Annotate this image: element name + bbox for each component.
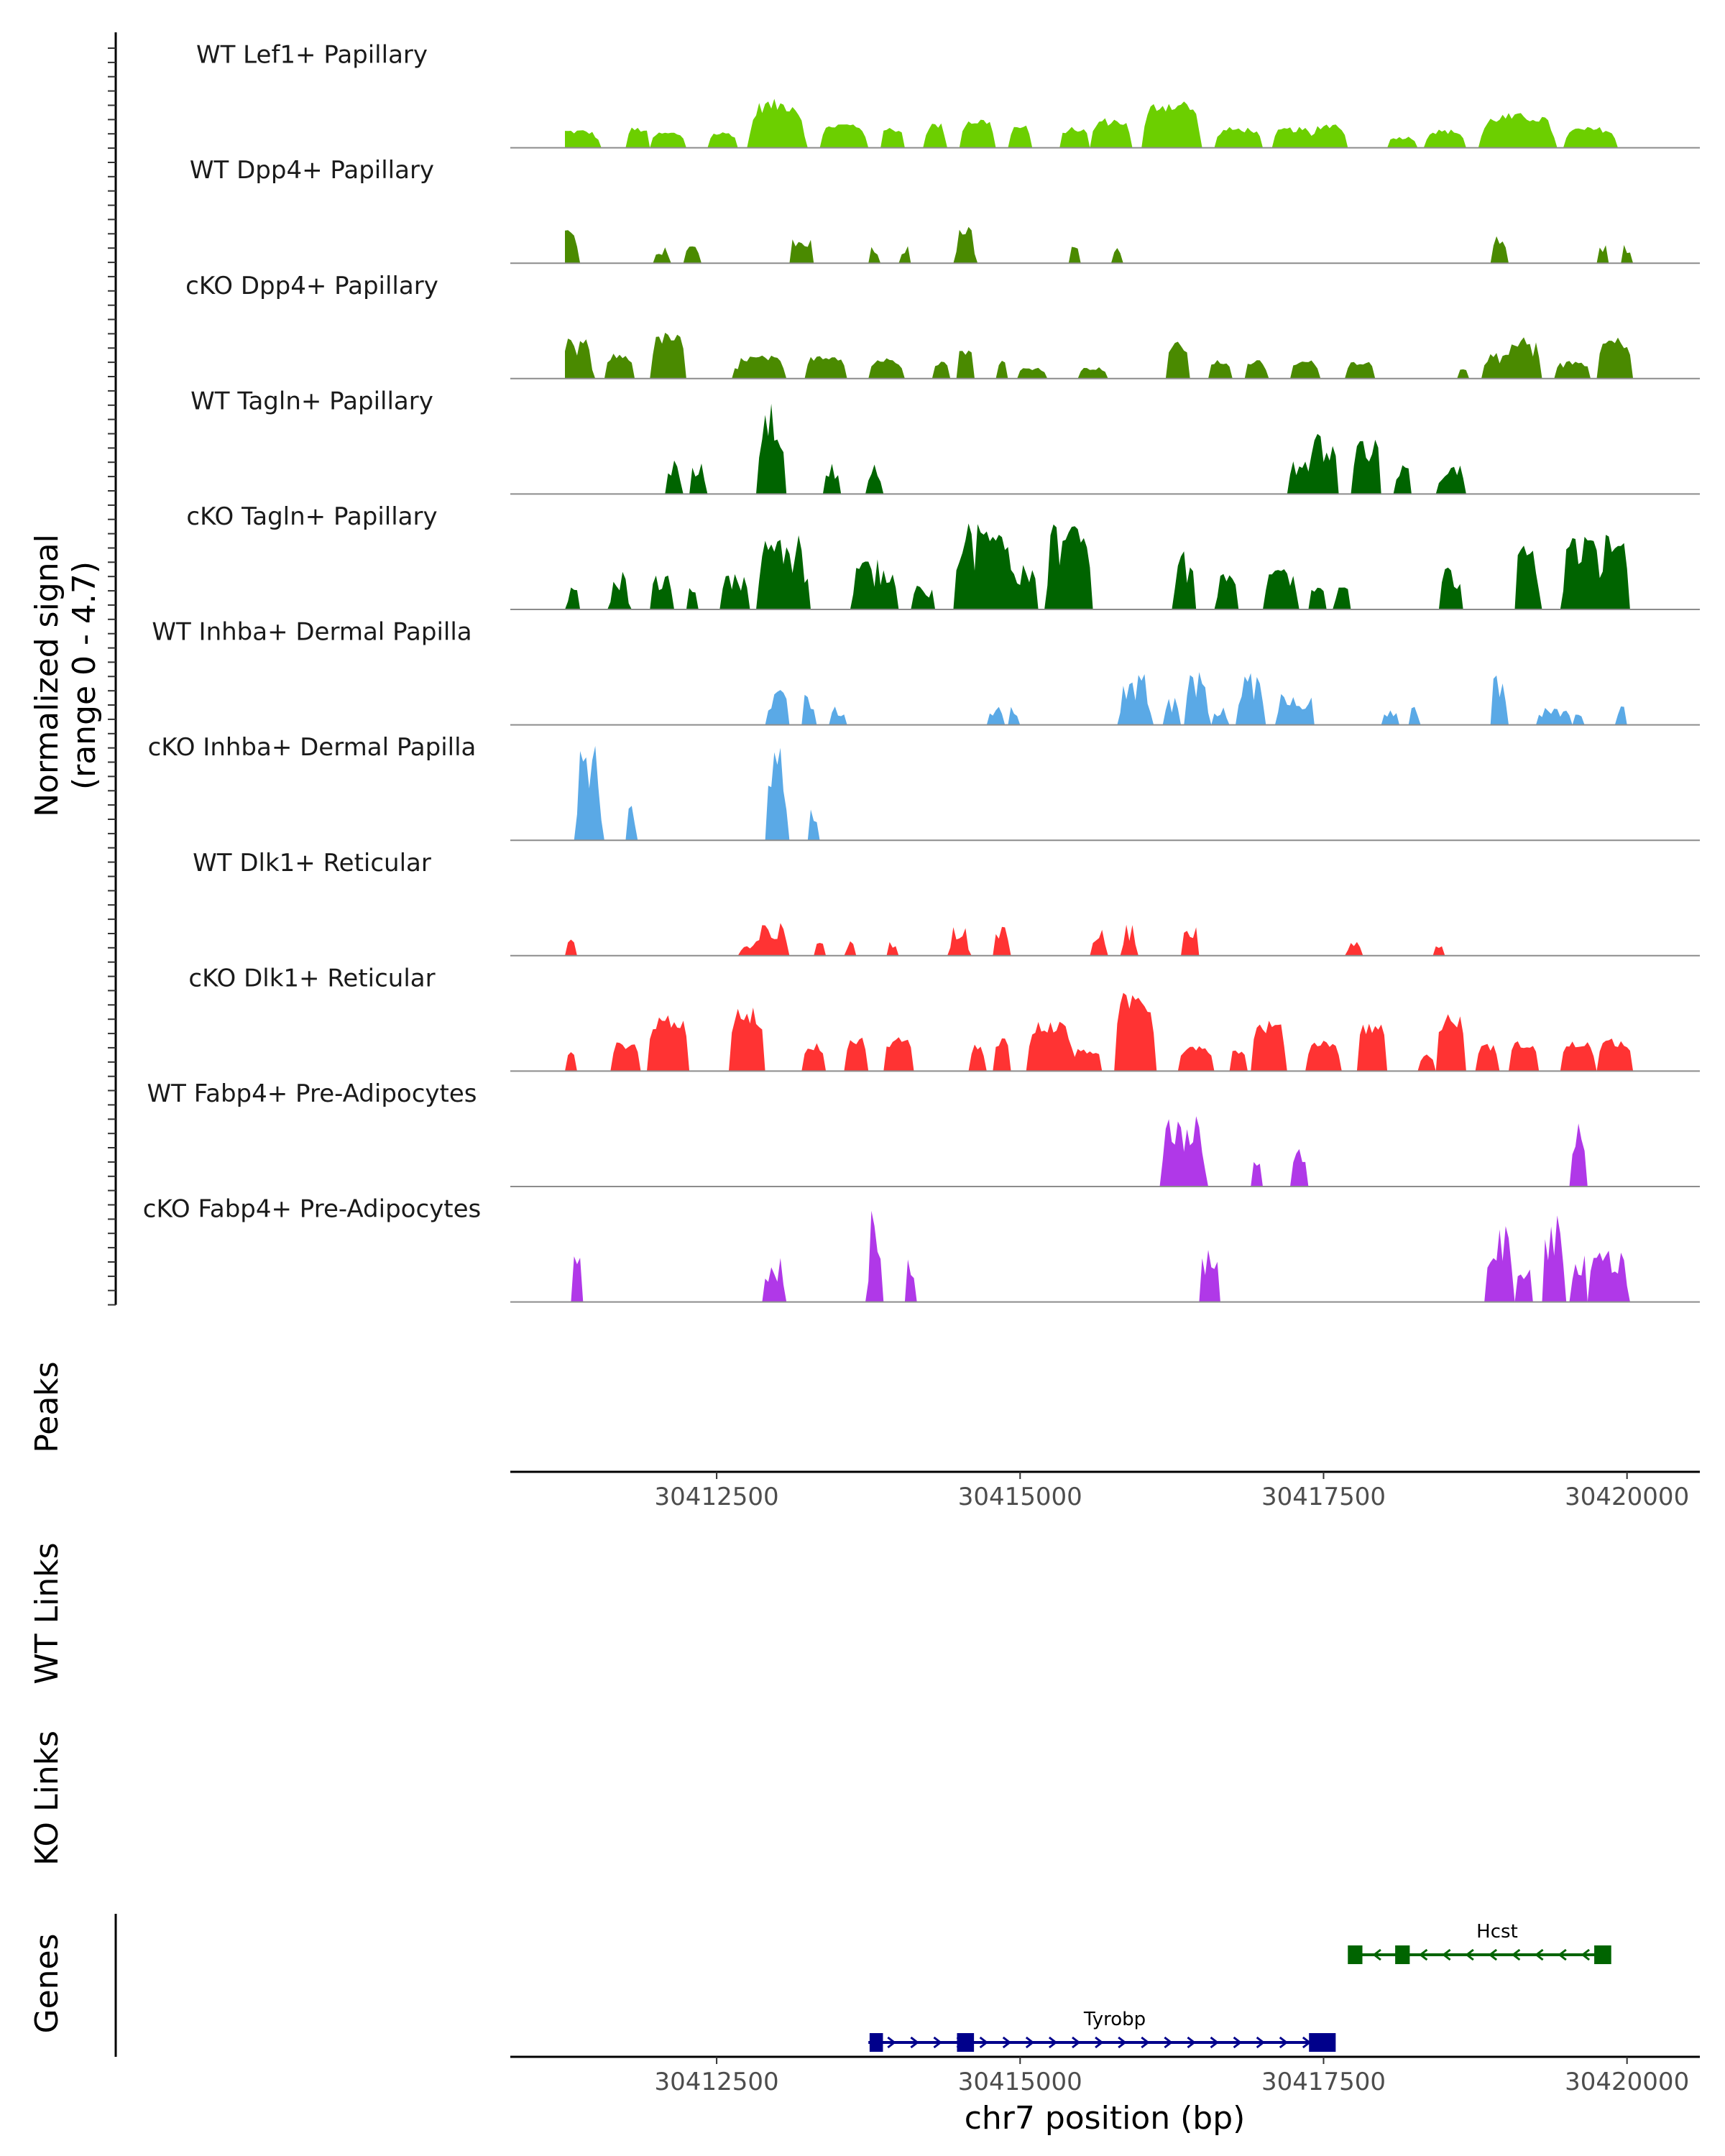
track-3: WT Tagln+ Papillary	[190, 387, 1700, 495]
peaks-panel-label: Peaks	[29, 1361, 65, 1452]
track-label: cKO Dpp4+ Papillary	[185, 272, 438, 300]
signal-area	[565, 1116, 1634, 1187]
gene-tyrobp: Tyrobp	[868, 2009, 1336, 2052]
track-9: WT Fabp4+ Pre-Adipocytes	[147, 1079, 1700, 1187]
gene-exon	[957, 2033, 975, 2052]
x-axis-peaks: 30412500 30415000 30417500 30420000	[510, 1470, 1700, 1511]
strand-arrow	[1002, 2036, 1012, 2049]
strand-arrow	[1442, 1948, 1451, 1961]
gene-exon	[1309, 2033, 1336, 2052]
x-tick-label: 30415000	[958, 2068, 1082, 2096]
track-6: cKO Inhba+ Dermal Papilla	[148, 733, 1700, 842]
track-10: cKO Fabp4+ Pre-Adipocytes	[143, 1195, 1700, 1303]
signal-area	[565, 672, 1634, 725]
signal-area	[565, 1210, 1634, 1302]
gene-label: Tyrobp	[1083, 2009, 1146, 2030]
x-tick-label: 30412500	[655, 1483, 779, 1511]
track-label: WT Lef1+ Papillary	[196, 41, 428, 70]
signal-axis	[108, 32, 117, 1306]
track-label: cKO Inhba+ Dermal Papilla	[148, 733, 477, 762]
x-tick-label: 30420000	[1565, 2068, 1689, 2096]
signal-area	[565, 745, 1634, 841]
track-7: WT Dlk1+ Reticular	[193, 849, 1700, 957]
track-1: WT Dpp4+ Papillary	[190, 156, 1700, 264]
ko-links-panel-label: KO Links	[29, 1731, 65, 1866]
x-tick-label: 30420000	[1565, 1483, 1689, 1511]
strand-arrow	[1256, 2036, 1266, 2049]
gene-label: Hcst	[1476, 1921, 1518, 1943]
strand-arrow	[1095, 2036, 1104, 2049]
gene-exon	[1594, 1945, 1611, 1964]
x-tick-label: 30412500	[655, 2068, 779, 2096]
x-axis-genes: 30412500 30415000 30417500 30420000	[510, 2055, 1700, 2096]
track-label: WT Dpp4+ Papillary	[190, 156, 434, 185]
x-tick-label: 30415000	[958, 1483, 1082, 1511]
strand-arrow	[979, 2036, 989, 2049]
track-label: WT Fabp4+ Pre-Adipocytes	[147, 1079, 477, 1108]
x-tick-label: 30417500	[1261, 2068, 1386, 2096]
strand-arrow	[1118, 2036, 1127, 2049]
coverage-tracks: WT Lef1+ Papillary WT Dpp4+ Papillary cKO …	[143, 41, 1700, 1303]
strand-arrow	[1048, 2036, 1058, 2049]
genes-panel-label: Genes	[29, 1933, 65, 2033]
gene-hcst: Hcst	[1348, 1921, 1611, 1964]
track-label: cKO Dlk1+ Reticular	[188, 964, 435, 992]
gene-exon	[869, 2033, 883, 2052]
gene-exon	[1395, 1945, 1410, 1964]
track-0: WT Lef1+ Papillary	[196, 41, 1700, 149]
signal-area	[565, 923, 1634, 956]
track-label: cKO Tagln+ Papillary	[186, 502, 437, 531]
x-tick-label: 30417500	[1261, 1483, 1386, 1511]
strand-arrow	[1511, 1948, 1521, 1961]
strand-arrow	[1025, 2036, 1035, 2049]
strand-arrow	[1210, 2036, 1219, 2049]
strand-arrow	[1558, 1948, 1567, 1961]
strand-arrow	[1465, 1948, 1474, 1961]
gene-exon	[1348, 1945, 1363, 1964]
strand-arrow	[1418, 1948, 1428, 1961]
strand-arrow	[887, 2036, 896, 2049]
track-label: WT Inhba+ Dermal Papilla	[152, 618, 472, 647]
track-label: cKO Fabp4+ Pre-Adipocytes	[143, 1195, 482, 1224]
signal-area	[565, 226, 1634, 264]
signal-area	[565, 992, 1634, 1072]
track-2: cKO Dpp4+ Papillary	[185, 272, 1700, 379]
y-axis-subtitle: (range 0 - 4.7)	[66, 561, 103, 790]
track-5: WT Inhba+ Dermal Papilla	[152, 618, 1700, 726]
x-axis-title: chr7 position (bp)	[965, 2100, 1246, 2137]
strand-arrow	[1581, 1948, 1591, 1961]
track-8: cKO Dlk1+ Reticular	[188, 964, 1700, 1072]
track-label: WT Dlk1+ Reticular	[193, 849, 431, 877]
strand-arrow	[1164, 2036, 1173, 2049]
strand-arrow	[1187, 2036, 1196, 2049]
y-axis-title: Normalized signal	[29, 534, 65, 817]
signal-area	[565, 403, 1634, 494]
signal-area	[565, 523, 1634, 609]
strand-arrow	[1141, 2036, 1150, 2049]
track-label: WT Tagln+ Papillary	[190, 387, 433, 415]
track-4: cKO Tagln+ Papillary	[186, 502, 1700, 610]
strand-arrow	[1535, 1948, 1544, 1961]
strand-arrow	[1372, 1948, 1381, 1961]
gene-models: Hcst Tyrobp	[868, 1921, 1611, 2052]
signal-area	[565, 98, 1634, 148]
wt-links-panel-label: WT Links	[29, 1542, 65, 1684]
strand-arrow	[1233, 2036, 1243, 2049]
strand-arrow	[1279, 2036, 1289, 2049]
strand-arrow	[933, 2036, 942, 2049]
signal-area	[565, 333, 1634, 379]
strand-arrow	[910, 2036, 919, 2049]
strand-arrow	[1488, 1948, 1498, 1961]
strand-arrow	[1072, 2036, 1081, 2049]
